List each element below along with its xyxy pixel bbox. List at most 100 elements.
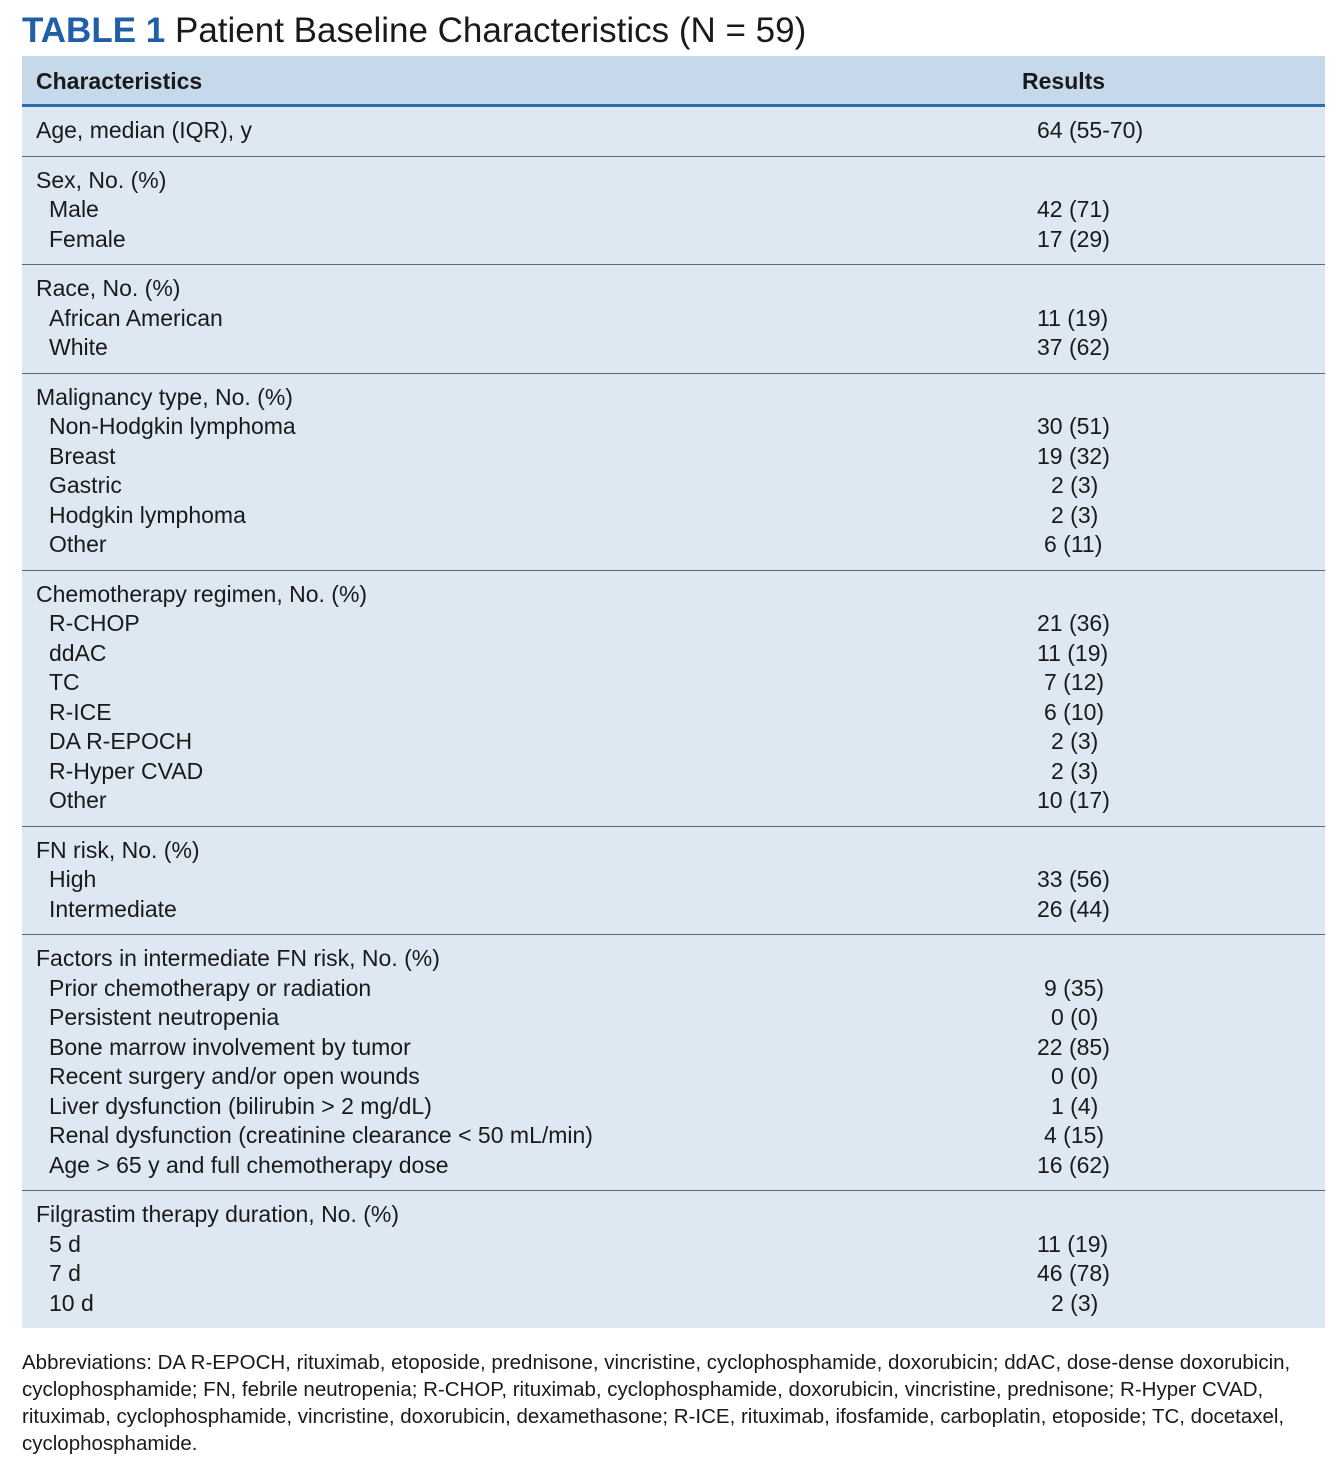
row-label: Intermediate bbox=[49, 895, 177, 922]
row-label: Prior chemotherapy or radiation bbox=[49, 974, 372, 1001]
row-value: 7 (12) bbox=[1044, 669, 1105, 696]
row-value: 2 (3) bbox=[1051, 1289, 1099, 1316]
table-row: Renal dysfunction (creatinine clearance … bbox=[22, 1121, 1325, 1151]
row-label: Recent surgery and/or open wounds bbox=[49, 1063, 420, 1090]
group-title: Sex, No. (%) bbox=[36, 166, 167, 193]
group-title: Factors in intermediate FN risk, No. (%) bbox=[36, 945, 440, 972]
table-group: Filgrastim therapy duration, No. (%) 5 d 1… bbox=[22, 1191, 1325, 1328]
table-row: Recent surgery and/or open wounds 0 (0) bbox=[22, 1062, 1325, 1092]
row-value: 30 (51) bbox=[1037, 413, 1110, 440]
table-row: Persistent neutropenia 0 (0) bbox=[22, 1003, 1325, 1033]
row-label: White bbox=[49, 334, 108, 361]
table-row: Non-Hodgkin lymphoma 30 (51) bbox=[22, 412, 1325, 442]
row-value: 1 (4) bbox=[1051, 1092, 1099, 1119]
table-row: Other 6 (11) bbox=[22, 530, 1325, 560]
table-row: Other 10 (17) bbox=[22, 786, 1325, 816]
table-group: FN risk, No. (%) High 33 (56) Intermediate 2… bbox=[22, 827, 1325, 935]
header-characteristics: Characteristics bbox=[36, 68, 203, 94]
group-title-row: Age, median (IQR), y 64 (55-70) bbox=[22, 116, 1325, 146]
row-value: 19 (32) bbox=[1037, 442, 1110, 469]
row-label: Liver dysfunction (bilirubin > 2 mg/dL) bbox=[49, 1092, 432, 1119]
table-row: Prior chemotherapy or radiation 9 (35) bbox=[22, 974, 1325, 1004]
row-value: 11 (19) bbox=[1037, 1230, 1109, 1257]
row-value: 6 (11) bbox=[1044, 531, 1103, 558]
table-group: Age, median (IQR), y 64 (55-70) bbox=[22, 107, 1325, 157]
row-label: Other bbox=[49, 787, 107, 814]
header-results: Results bbox=[1022, 68, 1106, 94]
group-title: Filgrastim therapy duration, No. (%) bbox=[36, 1201, 400, 1228]
table-group: Malignancy type, No. (%) Non-Hodgkin lymp… bbox=[22, 374, 1325, 571]
row-value: 2 (3) bbox=[1051, 757, 1099, 784]
row-label: R-ICE bbox=[49, 698, 112, 725]
row-label: DA R-EPOCH bbox=[49, 728, 193, 755]
table-group: Chemotherapy regimen, No. (%) R-CHOP 21 (3… bbox=[22, 571, 1325, 827]
table-row: High 33 (56) bbox=[22, 865, 1325, 895]
row-label: Other bbox=[49, 531, 107, 558]
group-title-value: 64 (55-70) bbox=[1037, 117, 1144, 144]
row-value: 42 (71) bbox=[1037, 196, 1110, 223]
row-label: African American bbox=[49, 304, 223, 331]
table-row: Male 42 (71) bbox=[22, 195, 1325, 225]
row-value: 22 (85) bbox=[1037, 1033, 1110, 1060]
table-row: Breast 19 (32) bbox=[22, 442, 1325, 472]
row-value: 2 (3) bbox=[1051, 728, 1099, 755]
row-value: 11 (19) bbox=[1037, 304, 1109, 331]
row-label: ddAC bbox=[49, 639, 107, 666]
table-row: Liver dysfunction (bilirubin > 2 mg/dL) 1… bbox=[22, 1092, 1325, 1122]
table-row: African American 11 (19) bbox=[22, 304, 1325, 334]
row-value: 4 (15) bbox=[1044, 1122, 1105, 1149]
row-label: 10 d bbox=[49, 1289, 94, 1316]
row-value: 17 (29) bbox=[1037, 225, 1110, 252]
table-header: Characteristics Results bbox=[22, 56, 1325, 107]
row-value: 6 (10) bbox=[1044, 698, 1105, 725]
table-row: Gastric 2 (3) bbox=[22, 471, 1325, 501]
row-value: 46 (78) bbox=[1037, 1260, 1110, 1287]
table-row: R-CHOP 21 (36) bbox=[22, 609, 1325, 639]
row-value: 0 (0) bbox=[1051, 1063, 1099, 1090]
row-label: High bbox=[49, 866, 97, 893]
row-label: 7 d bbox=[49, 1260, 81, 1287]
row-value: 10 (17) bbox=[1037, 787, 1110, 814]
row-label: Breast bbox=[49, 442, 116, 469]
group-title-row: Sex, No. (%) bbox=[22, 166, 1325, 196]
row-label: Male bbox=[49, 196, 99, 223]
table-row: 5 d 11 (19) bbox=[22, 1230, 1325, 1260]
group-title: Race, No. (%) bbox=[36, 275, 181, 302]
abbreviations-footnote: Abbreviations: DA R-EPOCH, rituximab, et… bbox=[22, 1351, 1291, 1455]
table-row: R-ICE 6 (10) bbox=[22, 698, 1325, 728]
row-value: 2 (3) bbox=[1051, 472, 1099, 499]
row-label: Hodgkin lymphoma bbox=[49, 501, 246, 528]
group-title: Chemotherapy regimen, No. (%) bbox=[36, 580, 368, 607]
table-caption: TABLE 1 Patient Baseline Characteristics… bbox=[22, 8, 806, 54]
row-label: Bone marrow involvement by tumor bbox=[49, 1033, 411, 1060]
table-row: Intermediate 26 (44) bbox=[22, 895, 1325, 925]
row-label: Renal dysfunction (creatinine clearance … bbox=[49, 1122, 593, 1149]
table-row: Bone marrow involvement by tumor 22 (85) bbox=[22, 1033, 1325, 1063]
row-value: 33 (56) bbox=[1037, 866, 1110, 893]
row-label: TC bbox=[49, 669, 80, 696]
table-row: ddAC 11 (19) bbox=[22, 639, 1325, 669]
table-row: Age > 65 y and full chemotherapy dose 16 … bbox=[22, 1151, 1325, 1181]
table-group: Sex, No. (%) Male 42 (71) Female 17 (29) bbox=[22, 157, 1325, 265]
row-value: 0 (0) bbox=[1051, 1004, 1099, 1031]
group-title-row: Race, No. (%) bbox=[22, 274, 1325, 304]
group-title-row: FN risk, No. (%) bbox=[22, 836, 1325, 866]
row-value: 2 (3) bbox=[1051, 501, 1099, 528]
table-group: Factors in intermediate FN risk, No. (%)… bbox=[22, 935, 1325, 1191]
row-label: 5 d bbox=[49, 1230, 81, 1257]
table-row: White 37 (62) bbox=[22, 333, 1325, 363]
table-row: R-Hyper CVAD 2 (3) bbox=[22, 757, 1325, 787]
group-title-row: Malignancy type, No. (%) bbox=[22, 383, 1325, 413]
table-row: Hodgkin lymphoma 2 (3) bbox=[22, 501, 1325, 531]
group-title: Age, median (IQR), y bbox=[36, 117, 253, 144]
table-label: TABLE 1 bbox=[22, 11, 166, 50]
group-title-row: Chemotherapy regimen, No. (%) bbox=[22, 580, 1325, 610]
table-row: DA R-EPOCH 2 (3) bbox=[22, 727, 1325, 757]
row-value: 37 (62) bbox=[1037, 334, 1110, 361]
table-body: Age, median (IQR), y 64 (55-70) Sex, No. (… bbox=[22, 107, 1325, 1328]
group-title-row: Filgrastim therapy duration, No. (%) bbox=[22, 1200, 1325, 1230]
row-value: 11 (19) bbox=[1037, 639, 1109, 666]
row-value: 26 (44) bbox=[1037, 895, 1110, 922]
row-label: R-Hyper CVAD bbox=[49, 757, 204, 784]
